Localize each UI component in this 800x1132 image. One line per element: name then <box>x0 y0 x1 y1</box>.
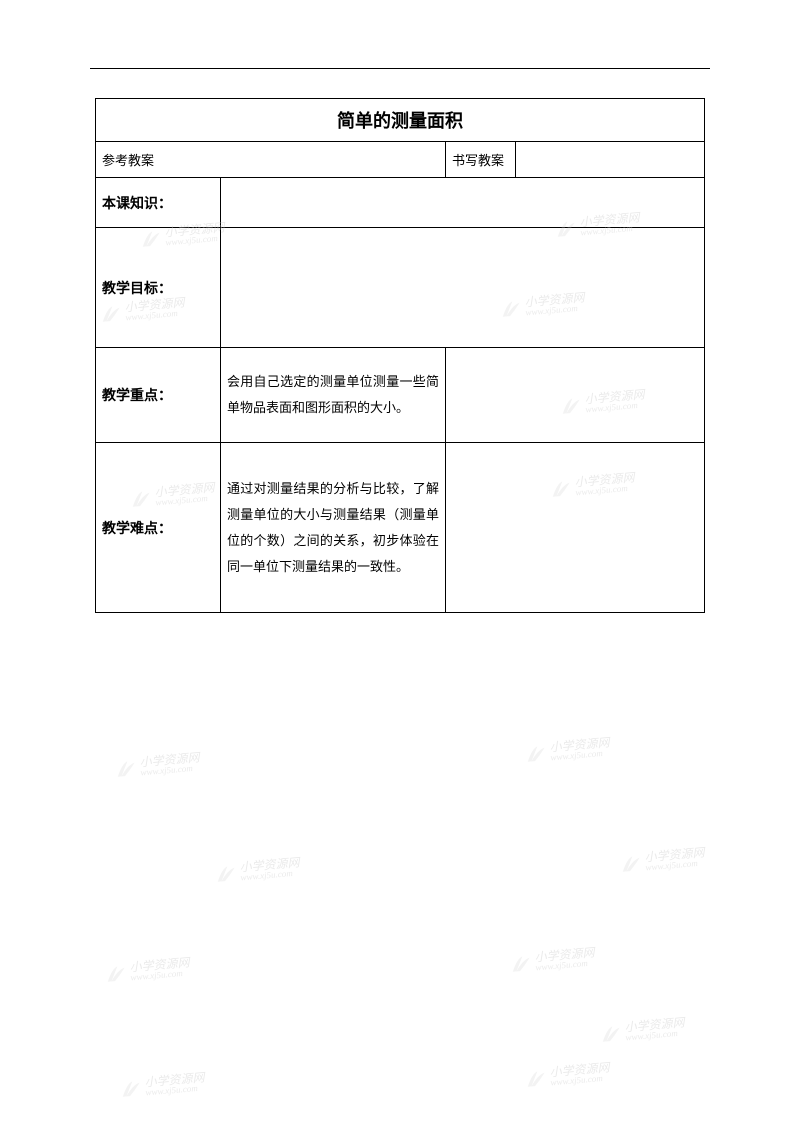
leaf-icon <box>524 743 547 763</box>
knowledge-content-cell <box>221 178 705 228</box>
writing-label: 书写教案 <box>452 153 504 168</box>
reference-plan-cell: 参考教案 <box>96 142 446 178</box>
watermark-url: www.xj5u.com <box>625 1028 686 1042</box>
leaf-icon <box>104 963 127 983</box>
watermark-cn: 小学资源网 <box>144 1071 205 1088</box>
watermark-url: www.xj5u.com <box>145 1083 206 1097</box>
difficulty-content: 通过对测量结果的分析与比较，了解测量单位的大小与测量结果（测量单位的个数）之间的… <box>227 481 439 574</box>
key-label-cell: 教学重点： <box>96 348 221 443</box>
watermark-url: www.xj5u.com <box>645 858 706 872</box>
leaf-icon <box>114 758 137 778</box>
writing-plan-label-cell: 书写教案 <box>446 142 516 178</box>
difficulty-label: 教学难点： <box>102 520 172 536</box>
watermark-url: www.xj5u.com <box>535 958 596 972</box>
document-title: 简单的测量面积 <box>337 111 463 131</box>
leaf-icon <box>119 1078 142 1098</box>
watermark: 小学资源网www.xj5u.com <box>104 956 191 984</box>
reference-label: 参考教案 <box>102 153 154 168</box>
watermark-cn: 小学资源网 <box>534 946 595 963</box>
table-title-cell: 简单的测量面积 <box>96 99 705 142</box>
watermark-url: www.xj5u.com <box>130 968 191 982</box>
goal-label-cell: 教学目标： <box>96 228 221 348</box>
watermark-cn: 小学资源网 <box>624 1016 685 1033</box>
watermark-cn: 小学资源网 <box>239 856 300 873</box>
watermark-url: www.xj5u.com <box>140 763 201 777</box>
watermark: 小学资源网www.xj5u.com <box>524 1061 611 1089</box>
writing-plan-empty-cell <box>516 142 705 178</box>
leaf-icon <box>214 863 237 883</box>
knowledge-label: 本课知识： <box>102 195 172 211</box>
watermark-url: www.xj5u.com <box>550 1073 611 1087</box>
watermark: 小学资源网www.xj5u.com <box>619 846 706 874</box>
watermark: 小学资源网www.xj5u.com <box>214 856 301 884</box>
leaf-icon <box>524 1068 547 1088</box>
difficulty-content-cell: 通过对测量结果的分析与比较，了解测量单位的大小与测量结果（测量单位的个数）之间的… <box>221 443 446 613</box>
watermark-url: www.xj5u.com <box>240 868 301 882</box>
leaf-icon <box>619 853 642 873</box>
lesson-plan-table: 简单的测量面积 参考教案 书写教案 本课知识： 教学目标： 教学重点： 会用自己… <box>95 98 705 613</box>
watermark-url: www.xj5u.com <box>550 748 611 762</box>
leaf-icon <box>599 1023 622 1043</box>
key-right-cell <box>446 348 705 443</box>
top-horizontal-rule <box>90 68 710 69</box>
key-content: 会用自己选定的测量单位测量一些简单物品表面和图形面积的大小。 <box>227 374 439 415</box>
watermark: 小学资源网www.xj5u.com <box>524 736 611 764</box>
watermark-cn: 小学资源网 <box>129 956 190 973</box>
key-content-cell: 会用自己选定的测量单位测量一些简单物品表面和图形面积的大小。 <box>221 348 446 443</box>
key-label: 教学重点： <box>102 387 172 403</box>
watermark: 小学资源网www.xj5u.com <box>509 946 596 974</box>
leaf-icon <box>509 953 532 973</box>
watermark-cn: 小学资源网 <box>139 751 200 768</box>
difficulty-right-cell <box>446 443 705 613</box>
goal-label: 教学目标： <box>102 280 172 296</box>
watermark: 小学资源网www.xj5u.com <box>119 1071 206 1099</box>
watermark: 小学资源网www.xj5u.com <box>114 751 201 779</box>
knowledge-label-cell: 本课知识： <box>96 178 221 228</box>
watermark-cn: 小学资源网 <box>644 846 705 863</box>
difficulty-label-cell: 教学难点： <box>96 443 221 613</box>
watermark-cn: 小学资源网 <box>549 736 610 753</box>
watermark: 小学资源网www.xj5u.com <box>599 1016 686 1044</box>
goal-content-cell <box>221 228 705 348</box>
watermark-cn: 小学资源网 <box>549 1061 610 1078</box>
